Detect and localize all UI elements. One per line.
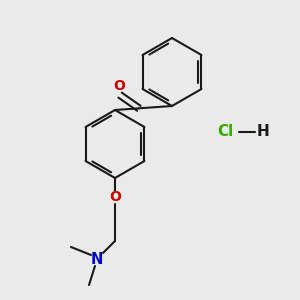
Text: O: O: [109, 190, 121, 204]
Text: Cl: Cl: [217, 124, 233, 140]
Text: N: N: [91, 251, 103, 266]
Text: O: O: [114, 79, 125, 93]
Text: H: H: [256, 124, 269, 140]
